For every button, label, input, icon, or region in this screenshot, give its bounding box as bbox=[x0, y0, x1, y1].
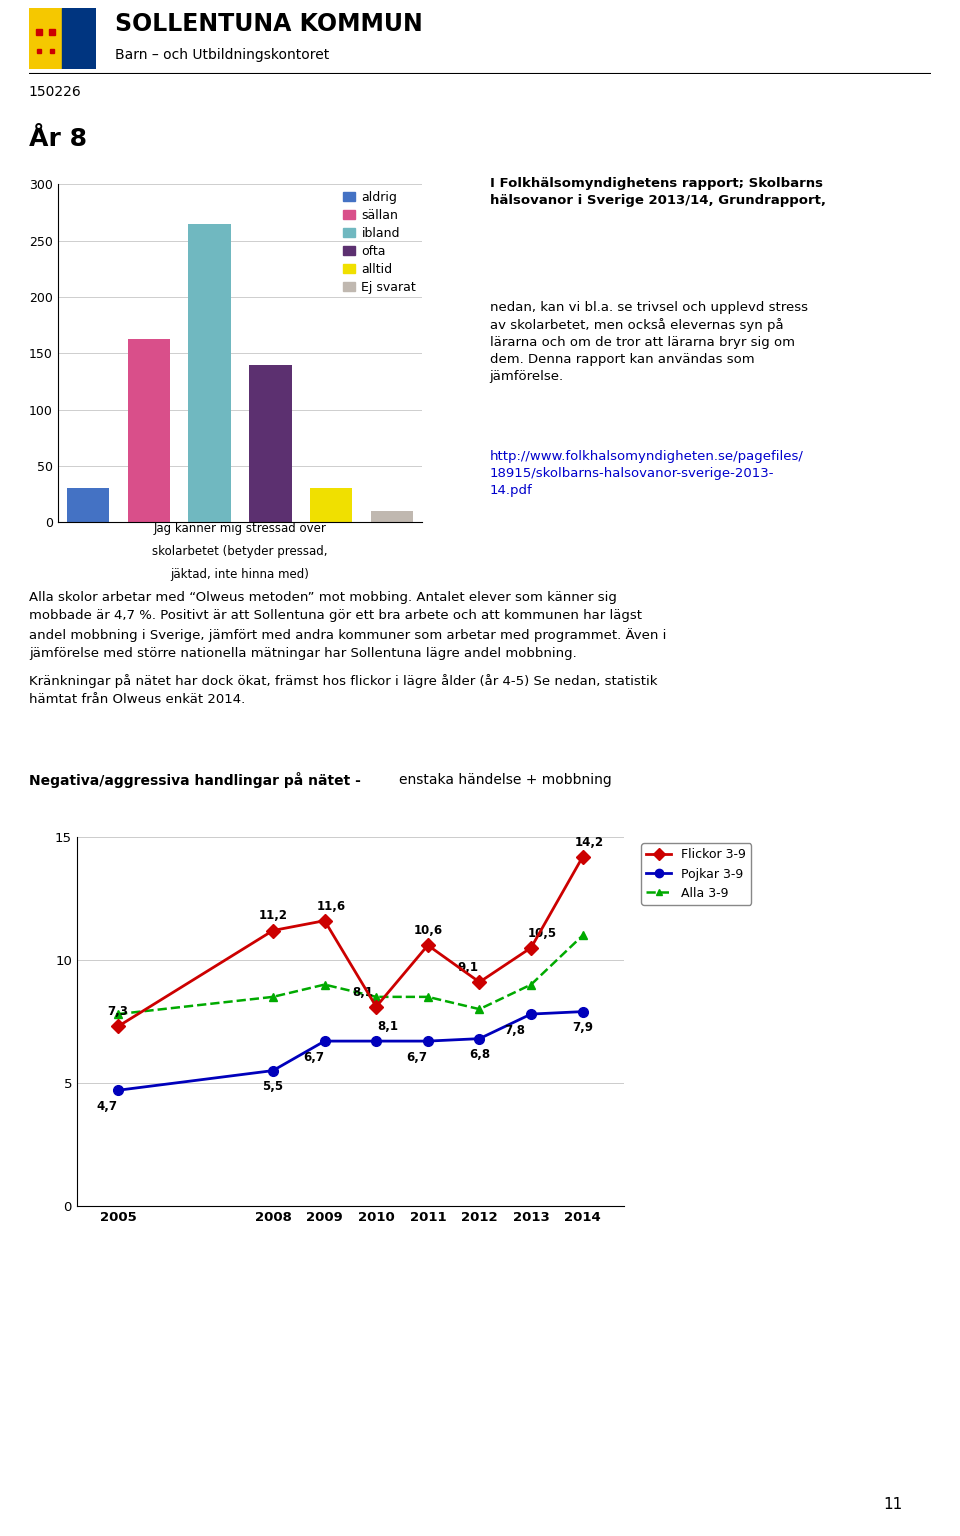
Text: 9,1: 9,1 bbox=[458, 962, 479, 974]
Text: 7,3: 7,3 bbox=[108, 1005, 129, 1018]
Text: Barn – och Utbildningskontoret: Barn – och Utbildningskontoret bbox=[115, 48, 329, 61]
Text: 6,7: 6,7 bbox=[303, 1051, 324, 1063]
Bar bbox=[371, 511, 413, 522]
Legend: aldrig, sällan, ibland, ofta, alltid, Ej svarat: aldrig, sällan, ibland, ofta, alltid, Ej… bbox=[343, 190, 416, 293]
Text: År 8: År 8 bbox=[29, 127, 86, 151]
Text: enstaka händelse + mobbning: enstaka händelse + mobbning bbox=[398, 773, 612, 786]
Text: 11,6: 11,6 bbox=[317, 900, 347, 912]
Text: nedan, kan vi bl.a. se trivsel och upplevd stress
av skolarbetet, men också elev: nedan, kan vi bl.a. se trivsel och upple… bbox=[490, 301, 807, 384]
Text: jäktad, inte hinna med): jäktad, inte hinna med) bbox=[171, 568, 309, 581]
Text: http://www.folkhalsomyndigheten.se/pagefiles/
18915/skolbarns-halsovanor-sverige: http://www.folkhalsomyndigheten.se/pagef… bbox=[490, 450, 804, 496]
Text: 6,7: 6,7 bbox=[406, 1051, 427, 1063]
Text: 8,1: 8,1 bbox=[351, 986, 372, 998]
Polygon shape bbox=[29, 8, 62, 69]
Text: SOLLENTUNA KOMMUN: SOLLENTUNA KOMMUN bbox=[115, 12, 423, 35]
Text: 10,6: 10,6 bbox=[413, 925, 443, 937]
Text: 10,5: 10,5 bbox=[528, 926, 557, 940]
Text: 7,8: 7,8 bbox=[504, 1023, 525, 1037]
Text: 8,1: 8,1 bbox=[377, 1020, 397, 1034]
Text: 11,2: 11,2 bbox=[258, 909, 287, 923]
Text: 150226: 150226 bbox=[29, 84, 82, 100]
Bar bbox=[310, 488, 352, 522]
Bar bbox=[249, 364, 292, 522]
Polygon shape bbox=[62, 8, 96, 69]
Text: 5,5: 5,5 bbox=[262, 1080, 283, 1094]
Text: 4,7: 4,7 bbox=[97, 1100, 117, 1112]
Text: Kränkningar på nätet har dock ökat, främst hos flickor i lägre ålder (år 4-5) Se: Kränkningar på nätet har dock ökat, främ… bbox=[29, 674, 658, 707]
Text: 11: 11 bbox=[883, 1498, 902, 1511]
Bar bbox=[188, 224, 230, 522]
Text: 14,2: 14,2 bbox=[575, 836, 604, 849]
Text: I Folkhälsomyndighetens rapport; Skolbarns
hälsovanor i Sverige 2013/14, Grundra: I Folkhälsomyndighetens rapport; Skolbar… bbox=[490, 177, 826, 207]
Bar bbox=[128, 338, 170, 522]
Legend: Flickor 3-9, Pojkar 3-9, Alla 3-9: Flickor 3-9, Pojkar 3-9, Alla 3-9 bbox=[641, 843, 751, 905]
Text: Alla skolor arbetar med “Olweus metoden” mot mobbing. Antalet elever som känner : Alla skolor arbetar med “Olweus metoden”… bbox=[29, 591, 666, 660]
Text: Negativa/aggressiva handlingar på nätet -: Negativa/aggressiva handlingar på nätet … bbox=[29, 771, 366, 788]
Text: Jag känner mig stressad över: Jag känner mig stressad över bbox=[154, 522, 326, 535]
Text: skolarbetet (betyder pressad,: skolarbetet (betyder pressad, bbox=[153, 545, 327, 558]
Bar bbox=[66, 488, 109, 522]
Text: 6,8: 6,8 bbox=[468, 1048, 490, 1061]
Text: 7,9: 7,9 bbox=[572, 1021, 593, 1034]
